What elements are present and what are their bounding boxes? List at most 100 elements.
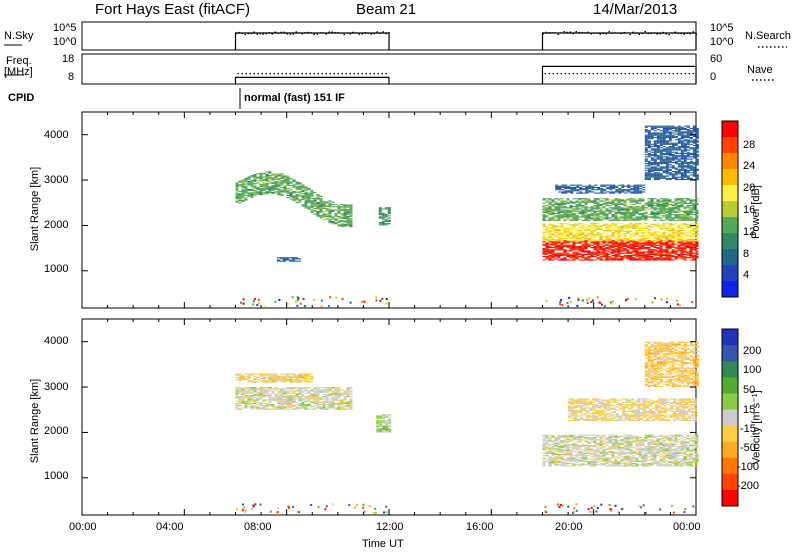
heatmap-cell xyxy=(361,300,364,303)
heatmap-cell xyxy=(325,208,329,210)
heatmap-cell xyxy=(686,219,690,221)
heatmap-cell xyxy=(653,208,657,210)
heatmap-cell xyxy=(668,127,672,130)
heatmap-cell xyxy=(638,236,642,238)
heatmap-cell xyxy=(620,246,624,249)
heatmap-cell xyxy=(689,211,693,213)
heatmap-cell xyxy=(545,438,549,440)
heatmap-cell xyxy=(557,451,561,453)
heatmap-cell xyxy=(548,243,552,245)
heatmap-cell xyxy=(677,138,681,140)
heatmap-cell xyxy=(235,190,239,192)
heatmap-cell xyxy=(644,126,648,128)
heatmap-cell xyxy=(557,436,561,439)
heatmap-cell xyxy=(644,226,648,228)
heatmap-cell xyxy=(626,242,630,244)
heatmap-cell xyxy=(569,218,573,220)
heatmap-cell xyxy=(683,178,687,181)
heatmap-cell xyxy=(563,214,567,216)
heatmap-cell xyxy=(343,405,347,407)
heatmap-cell xyxy=(665,161,669,164)
heatmap-cell xyxy=(605,203,609,206)
heatmap-cell xyxy=(563,250,567,252)
heatmap-cell xyxy=(316,203,320,205)
heatmap-cell xyxy=(280,404,284,406)
heatmap-cell xyxy=(686,251,690,253)
heatmap-cell xyxy=(277,394,281,397)
heatmap-cell xyxy=(614,253,618,255)
heatmap-cell xyxy=(265,408,269,410)
heatmap-cell xyxy=(602,254,606,257)
heatmap-cell xyxy=(328,390,332,392)
heatmap-cell xyxy=(301,401,305,403)
heatmap-cell xyxy=(617,198,621,200)
heatmap-cell xyxy=(674,129,678,131)
heatmap-cell xyxy=(623,209,627,211)
heatmap-cell xyxy=(692,150,696,152)
heatmap-cell xyxy=(623,256,627,258)
nsky-tick-high: 10^5 xyxy=(53,22,77,34)
heatmap-cell xyxy=(566,232,570,234)
heatmap-cell xyxy=(268,381,272,383)
heatmap-cell xyxy=(659,167,663,169)
heatmap-cell xyxy=(686,240,690,242)
heatmap-cell xyxy=(644,135,648,137)
heatmap-cell xyxy=(582,192,586,194)
heatmap-cell xyxy=(569,219,573,221)
heatmap-cell xyxy=(304,374,308,376)
heatmap-cell xyxy=(656,244,660,246)
heatmap-cell xyxy=(277,189,281,191)
heatmap-cell xyxy=(310,375,314,377)
heatmap-cell xyxy=(668,132,672,134)
heatmap-cell xyxy=(286,402,290,405)
heatmap-cell xyxy=(560,206,564,208)
heatmap-cell xyxy=(665,163,669,165)
heatmap-cell xyxy=(283,400,287,402)
heatmap-cell xyxy=(575,446,579,448)
heatmap-cell xyxy=(253,177,257,179)
heatmap-cell xyxy=(545,248,549,250)
heatmap-cell xyxy=(276,259,280,261)
heatmap-cell xyxy=(683,256,687,258)
heatmap-cell xyxy=(542,231,546,233)
heatmap-cell xyxy=(647,136,651,139)
heatmap-cell xyxy=(295,376,299,378)
heatmap-cell xyxy=(297,258,301,260)
heatmap-cell xyxy=(280,375,284,377)
heatmap-cell xyxy=(557,443,561,445)
heatmap-cell xyxy=(683,172,687,174)
heatmap-cell xyxy=(650,174,654,176)
heatmap-cell xyxy=(581,223,585,225)
heatmap-cell xyxy=(310,210,314,212)
heatmap-cell xyxy=(674,143,678,145)
heatmap-cell xyxy=(629,257,633,259)
heatmap-cell xyxy=(668,224,672,226)
heatmap-cell xyxy=(256,304,259,307)
heatmap-cell xyxy=(674,126,678,128)
heatmap-cell xyxy=(262,373,266,375)
heatmap-cell xyxy=(632,200,636,202)
heatmap-cell xyxy=(578,248,582,250)
heatmap-cell xyxy=(677,152,681,154)
heatmap-cell xyxy=(650,249,654,251)
heatmap-cell xyxy=(620,259,624,261)
heatmap-cell xyxy=(633,185,637,187)
heatmap-cell xyxy=(551,440,555,442)
heatmap-cell xyxy=(329,296,332,299)
heatmap-cell xyxy=(277,179,281,181)
heatmap-cell xyxy=(692,241,696,243)
heatmap-cell xyxy=(581,256,585,258)
heatmap-cell xyxy=(626,208,630,210)
heatmap-cell xyxy=(247,195,251,197)
heatmap-cell xyxy=(692,199,696,201)
heatmap-cell xyxy=(668,177,672,179)
heatmap-cell xyxy=(629,246,633,249)
heatmap-cell xyxy=(674,156,678,158)
heatmap-cell xyxy=(605,223,609,225)
x-tick: 16:00 xyxy=(466,521,494,533)
heatmap-cell xyxy=(608,207,612,209)
heatmap-cell xyxy=(384,208,388,210)
heatmap-cell xyxy=(623,205,627,207)
nsky-point xyxy=(629,33,631,36)
heatmap-cell xyxy=(618,189,622,191)
